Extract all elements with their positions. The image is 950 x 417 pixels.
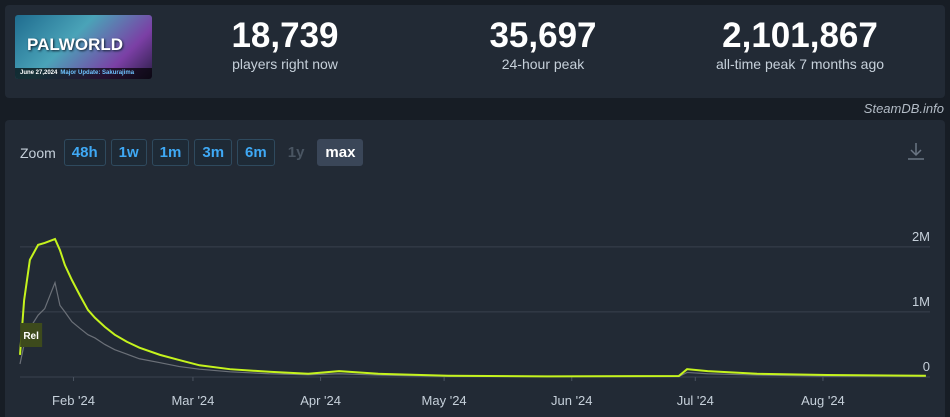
stat: 2,101,867 all-time peak 7 months ago bbox=[690, 16, 910, 72]
stats-card bbox=[5, 5, 945, 98]
zoom-button[interactable]: 6m bbox=[237, 139, 275, 166]
x-tick-label: Jun '24 bbox=[551, 393, 593, 408]
line bbox=[19, 280, 926, 378]
stat: 18,739 players right now bbox=[175, 16, 395, 72]
zoom-button[interactable]: 1w bbox=[110, 139, 147, 166]
y-tick-label: 1M bbox=[912, 294, 930, 309]
line bbox=[19, 237, 926, 378]
zoom-label: Zoom bbox=[20, 144, 56, 161]
stat-value: 35,697 bbox=[489, 16, 597, 55]
annotation-box bbox=[20, 323, 43, 347]
x-tick-label: May '24 bbox=[422, 393, 467, 408]
download-icon[interactable] bbox=[908, 143, 924, 160]
game-thumbnail[interactable]: PALWORLD June 27,2024 Major Update: Sakur… bbox=[15, 15, 152, 79]
zoom-bar: Zoom 48h 1w 1m 3m 6m 1y max bbox=[20, 139, 364, 166]
game-title: PALWORLD bbox=[27, 35, 124, 54]
y-tick-label: 0 bbox=[923, 359, 930, 374]
stat-label: all-time peak 7 months ago bbox=[715, 56, 885, 72]
stat: 35,697 24-hour peak bbox=[433, 16, 653, 72]
x-tick-label: Feb '24 bbox=[52, 393, 95, 408]
annotation: Rel bbox=[23, 331, 39, 342]
chart-panel bbox=[5, 120, 945, 417]
y-tick-label: 2M bbox=[912, 229, 930, 244]
banner-date: June 27,2024 bbox=[20, 70, 58, 76]
banner-update: Major Update: Sakurajima bbox=[60, 70, 135, 76]
stat-label: 24-hour peak bbox=[501, 56, 585, 72]
stat-value: 2,101,867 bbox=[722, 16, 878, 55]
x-tick-label: Mar '24 bbox=[171, 393, 214, 408]
x-tick-label: Apr '24 bbox=[300, 393, 341, 408]
zoom-button[interactable]: 1m bbox=[151, 139, 190, 166]
x-tick-label: Jul '24 bbox=[677, 393, 714, 408]
banner: June 27,2024 Major Update: Sakurajima bbox=[15, 68, 152, 79]
x-tick-label: Aug '24 bbox=[801, 393, 845, 408]
zoom-button[interactable]: max bbox=[317, 139, 364, 166]
stat-label: players right now bbox=[232, 56, 338, 72]
zoom-button: 1y bbox=[287, 144, 305, 161]
source[interactable]: SteamDB.info bbox=[863, 101, 944, 116]
zoom-button[interactable]: 3m bbox=[194, 139, 233, 166]
zoom-button[interactable]: 48h bbox=[63, 139, 106, 166]
stat-value: 18,739 bbox=[231, 16, 339, 55]
